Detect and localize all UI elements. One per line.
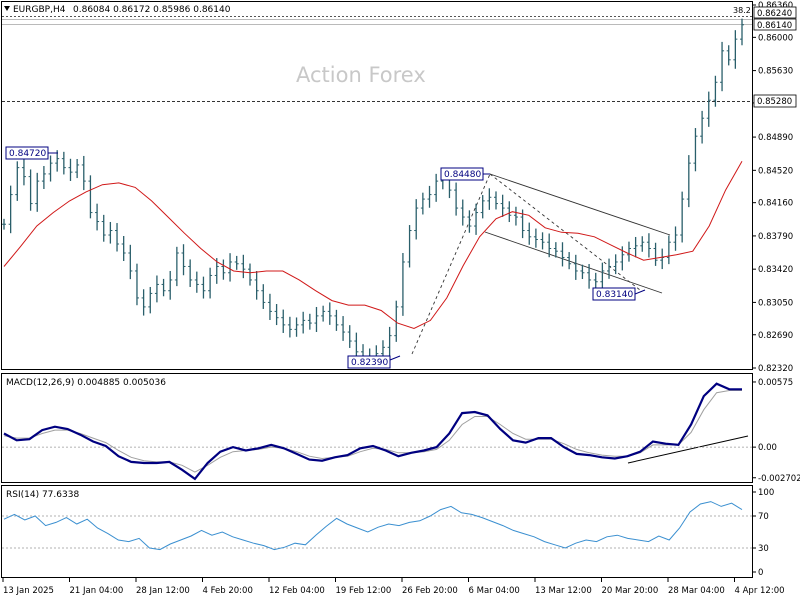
price-tick-label: 0.85630 — [758, 67, 793, 77]
rsi-line — [3, 501, 743, 551]
retrace-line-1 — [411, 173, 491, 355]
price-tick-label: 0.82690 — [758, 331, 793, 341]
price-axis: 0.863600.860000.856300.852700.848900.845… — [752, 1, 793, 374]
time-tick-label: 21 Jan 04:00 — [70, 586, 124, 596]
rsi-tick-label: 100 — [758, 488, 774, 498]
macd-trend-line — [627, 435, 749, 464]
watermark: Action Forex — [296, 63, 426, 87]
macd-panel[interactable] — [1, 373, 753, 483]
rsi-tick-label: 0 — [758, 568, 763, 578]
annotation-low-feb: 0.82390 — [351, 358, 388, 368]
annotation-leader — [634, 289, 646, 295]
time-axis: 13 Jan 2025 21 Jan 04:00 28 Jan 12:00 4 Feb… — [2, 578, 785, 596]
fib-label: 38.2 — [733, 6, 751, 15]
dropdown-arrow-icon[interactable] — [4, 6, 10, 11]
time-tick-label: 6 Mar 04:00 — [469, 586, 520, 596]
macd-axis: 0.00575 0.00 -0.002702 — [752, 378, 800, 484]
price-tick-label: 0.83420 — [758, 265, 793, 275]
price-tag-box — [753, 6, 797, 19]
annotation-high-mar: 0.84480 — [444, 170, 481, 180]
price-tick-label: 0.86360 — [758, 1, 793, 11]
time-tick-label: 12 Feb 04:00 — [269, 586, 325, 596]
price-tag-current: 0.86140 — [757, 21, 792, 31]
macd-title: MACD(12,26,9) 0.004885 0.005036 — [6, 378, 166, 388]
symbol-label: EURGBP,H4 — [13, 5, 66, 15]
rsi-levels-group — [2, 515, 752, 549]
time-tick-label: 28 Mar 04:00 — [668, 586, 725, 596]
price-tag-support: 0.85280 — [757, 97, 792, 107]
rsi-panel[interactable] — [1, 485, 753, 578]
price-tag-box — [753, 18, 797, 31]
time-tick-label: 4 Apr 12:00 — [735, 586, 785, 596]
price-tick-label: 0.82320 — [758, 364, 793, 374]
time-tick-label: 28 Jan 12:00 — [136, 586, 190, 596]
channel-lower-line — [484, 231, 663, 294]
rsi-axis: 100 70 30 0 — [752, 488, 774, 578]
time-tick-label: 20 Mar 20:00 — [602, 586, 659, 596]
rsi-series-group — [3, 501, 743, 551]
macd-tick-label: 0.00 — [758, 443, 777, 453]
price-tick-label: 0.83790 — [758, 232, 793, 242]
price-tick-label: 0.84160 — [758, 199, 793, 209]
rsi-tick-label: 70 — [758, 512, 769, 522]
moving-average-line — [3, 161, 743, 330]
macd-series-group — [3, 382, 742, 481]
macd-tick-label: -0.002702 — [758, 474, 800, 484]
time-tick-label: 19 Feb 12:00 — [336, 586, 392, 596]
rsi-title: RSI(14) 77.6338 — [6, 490, 79, 500]
annotation-leader — [389, 355, 401, 361]
time-tick-label: 4 Feb 20:00 — [203, 586, 253, 596]
retrace-line-2 — [489, 173, 641, 291]
price-tag-high: 0.86240 — [757, 9, 792, 19]
time-tick-label: 13 Jan 2025 — [3, 586, 54, 596]
macd-tick-label: 0.00575 — [758, 378, 793, 388]
price-tick-label: 0.86000 — [758, 33, 793, 43]
annotation-box — [347, 355, 391, 369]
annotation-high-jan: 0.84720 — [9, 149, 46, 159]
price-tick-label: 0.84890 — [758, 133, 793, 143]
price-tag-box — [753, 94, 797, 108]
annotation-low-mar: 0.83140 — [596, 290, 633, 300]
ohlc-readout: 0.86084 0.86172 0.85986 0.86140 — [73, 5, 231, 15]
time-tick-label: 13 Mar 12:00 — [535, 586, 592, 596]
price-tick-label: 0.84520 — [758, 166, 793, 176]
time-tick-label: 26 Feb 20:00 — [402, 586, 458, 596]
macd-line — [3, 382, 742, 481]
price-panel[interactable] — [1, 1, 753, 370]
signal-line — [3, 390, 742, 473]
price-tick-label: 0.83050 — [758, 298, 793, 308]
rsi-tick-label: 30 — [758, 544, 769, 554]
moving-average-series — [3, 161, 743, 330]
channel-upper-line — [489, 173, 671, 236]
